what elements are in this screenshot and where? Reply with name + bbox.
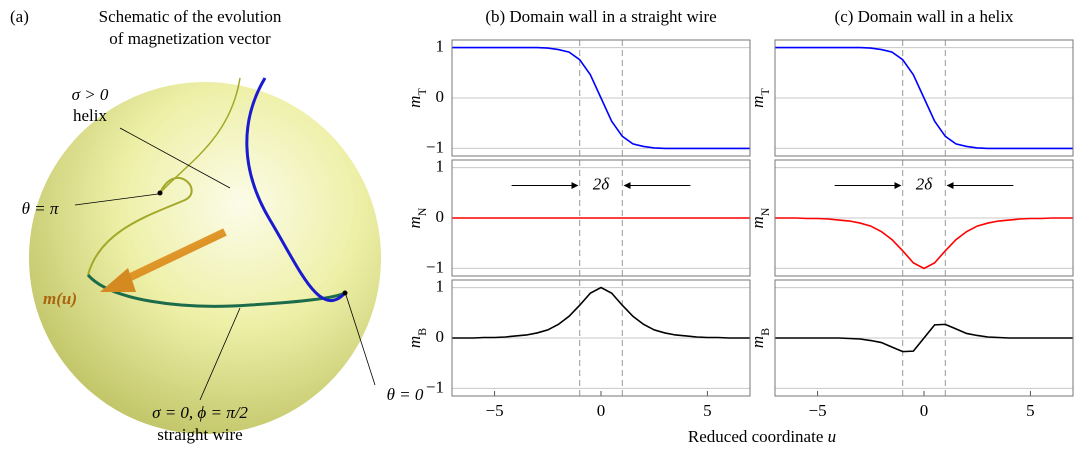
plot-frame — [451, 279, 751, 397]
annotation: σ = 0, ϕ = π/2 — [152, 403, 248, 422]
x-tick-label: −5 — [486, 401, 504, 420]
panel-title: (c) Domain wall in a helix — [835, 7, 1014, 26]
x-axis-label-variable: u — [828, 427, 837, 446]
schematic-title: of magnetization vector — [109, 29, 271, 48]
y-tick-label: −1 — [426, 137, 444, 156]
y-label-subscript: T — [415, 88, 429, 96]
y-label-symbol: m — [405, 216, 424, 228]
schematic-title: Schematic of the evolution — [99, 7, 282, 26]
point-zero — [342, 290, 348, 296]
y-tick-label: −1 — [426, 257, 444, 276]
x-axis-label: Reduced coordinate u — [688, 427, 836, 446]
helix-front — [245, 77, 347, 302]
leader — [119, 127, 231, 189]
y-tick-label: 1 — [436, 156, 445, 175]
y-axis-label: mT — [405, 88, 429, 108]
x-tick-label: −5 — [809, 401, 827, 420]
annotation: θ = π — [22, 199, 59, 218]
y-label-subscript: T — [758, 88, 772, 96]
point-pi — [157, 190, 163, 196]
plot-frame — [774, 39, 1074, 157]
y-label-symbol: m — [748, 216, 767, 228]
y-axis-label: mN — [405, 207, 429, 228]
annotation: helix — [73, 106, 107, 125]
y-axis-label: mB — [405, 328, 429, 348]
plot-frame — [774, 159, 1074, 277]
y-tick-label: 0 — [436, 327, 445, 346]
panel-label: (a) — [10, 7, 29, 26]
curve — [452, 286, 750, 339]
annotation: 2δ — [916, 174, 934, 193]
y-axis-label: mB — [748, 328, 772, 348]
annotation: θ = 0 — [387, 385, 424, 404]
x-axis-label-text: Reduced coordinate — [688, 427, 823, 446]
helix-back-upper — [159, 77, 241, 194]
curve — [452, 46, 750, 150]
x-tick-label: 5 — [703, 401, 712, 420]
y-label-symbol: m — [748, 336, 767, 348]
vector-label: m(u) — [43, 289, 77, 308]
panel-title: (b) Domain wall in a straight wire — [485, 7, 716, 26]
plot-frame — [774, 279, 1074, 397]
helix-back — [87, 177, 193, 276]
y-label-subscript: N — [758, 207, 772, 216]
curve — [775, 323, 1073, 353]
x-tick-label: 5 — [1026, 401, 1035, 420]
leader — [199, 307, 241, 401]
y-label-symbol: m — [405, 336, 424, 348]
y-tick-label: −1 — [426, 377, 444, 396]
leader — [345, 294, 376, 386]
y-label-subscript: B — [758, 328, 772, 336]
leader — [74, 193, 159, 206]
y-tick-label: 1 — [436, 36, 445, 55]
x-tick-label: 0 — [920, 401, 929, 420]
sphere — [29, 82, 381, 434]
y-tick-label: 1 — [436, 276, 445, 295]
annotation: 2δ — [593, 174, 611, 193]
y-label-symbol: m — [405, 96, 424, 108]
y-tick-label: 0 — [436, 87, 445, 106]
annotation: σ > 0 — [72, 85, 109, 104]
y-axis-label: mN — [748, 207, 772, 228]
plot-frame — [451, 159, 751, 277]
y-label-subscript: B — [415, 328, 429, 336]
y-tick-label: 0 — [436, 207, 445, 226]
plot-frame — [451, 39, 751, 157]
annotation: straight wire — [157, 425, 242, 444]
y-label-subscript: N — [415, 207, 429, 216]
curve — [775, 46, 1073, 150]
y-axis-label: mT — [748, 88, 772, 108]
schematic: (a) Schematic of the evolution of magnet… — [10, 7, 424, 444]
vector-head — [100, 268, 136, 292]
vector-shaft — [118, 228, 227, 286]
x-tick-label: 0 — [597, 401, 606, 420]
y-label-symbol: m — [748, 96, 767, 108]
curve — [775, 217, 1073, 270]
